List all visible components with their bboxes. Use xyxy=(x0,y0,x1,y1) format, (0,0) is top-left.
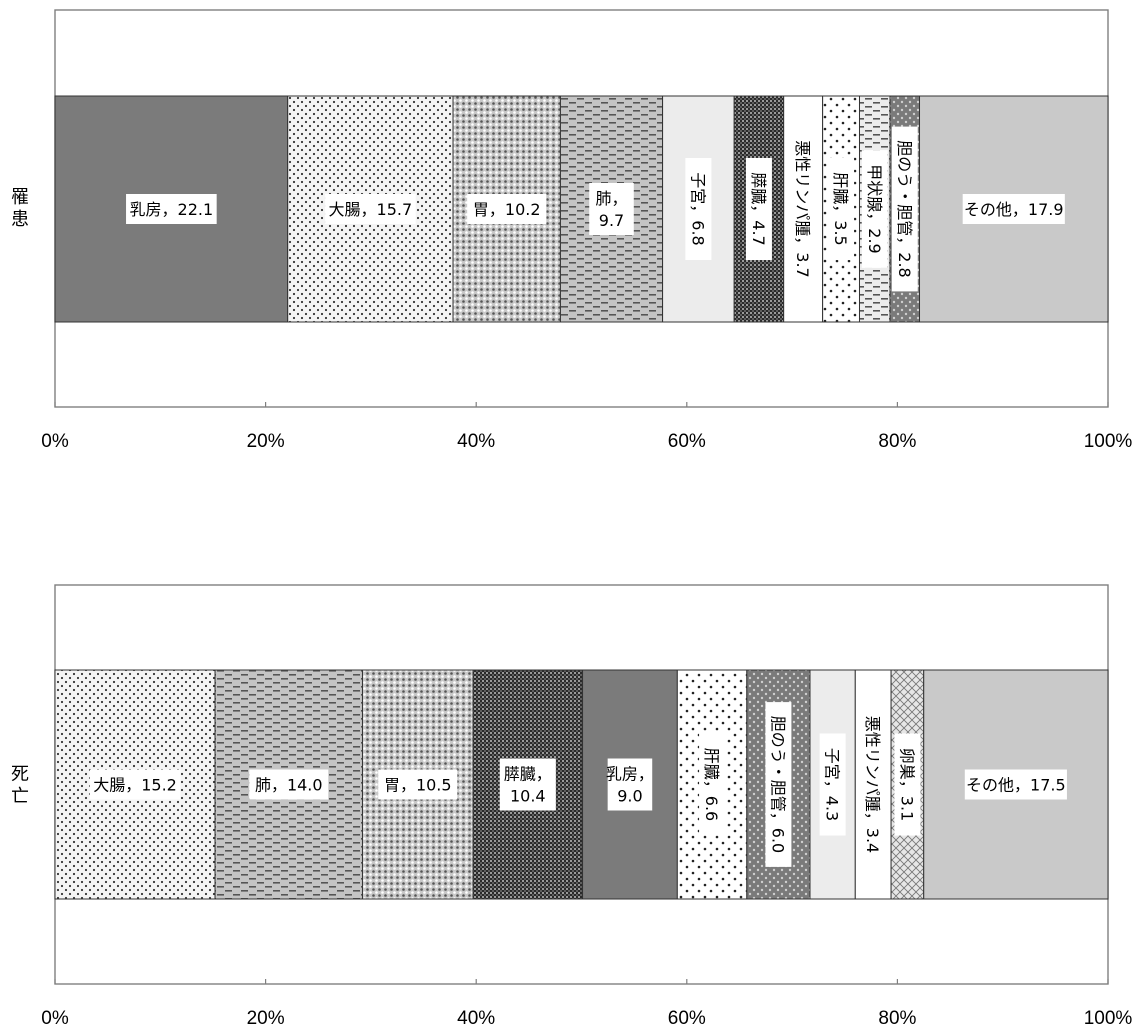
data-label: 悪性リンパ腫，3.7 xyxy=(790,126,817,292)
segment-その他: その他，17.5 xyxy=(923,669,1109,900)
svg-text:悪性リンパ腫，3.4: 悪性リンパ腫，3.4 xyxy=(863,716,882,853)
segment-胆のう・胆管: 胆のう・胆管，2.8 xyxy=(889,95,921,323)
data-label: 膵臓， 10.4 xyxy=(499,758,556,811)
svg-text:胃，10.5: 胃，10.5 xyxy=(384,776,452,795)
data-label: 大腸，15.2 xyxy=(89,769,181,800)
segment-甲状腺: 甲状腺，2.9 xyxy=(858,95,891,323)
svg-text:膵臓，4.7: 膵臓，4.7 xyxy=(749,172,768,245)
segment-その他: その他，17.9 xyxy=(919,95,1109,323)
data-label: 乳房，22.1 xyxy=(126,194,217,224)
data-label: 胆のう・胆管，6.0 xyxy=(765,702,792,867)
chart-panel-1: 罹患 乳房，22.1 大腸，15.7 胃，10.2 肺， 9.7 子宮，6.8 膵臓，4.7 悪… xyxy=(11,9,1133,452)
svg-text:その他，17.9: その他，17.9 xyxy=(964,200,1064,219)
x-tick-label: 80% xyxy=(878,431,916,452)
x-tick-label: 0% xyxy=(41,1008,69,1029)
data-label: 胃，10.2 xyxy=(467,194,547,224)
segment-大腸: 大腸，15.2 xyxy=(54,669,216,900)
segment-胃: 胃，10.5 xyxy=(361,669,474,900)
x-tick-label: 80% xyxy=(878,1008,916,1029)
segment-悪性リンパ腫: 悪性リンパ腫，3.7 xyxy=(783,95,824,323)
data-label: 子宮，6.8 xyxy=(685,157,712,261)
svg-text:子宮，6.8: 子宮，6.8 xyxy=(688,172,707,245)
svg-text:乳房，22.1: 乳房，22.1 xyxy=(130,200,214,219)
svg-text:その他，17.5: その他，17.5 xyxy=(966,776,1066,795)
data-label: 乳房， 9.0 xyxy=(606,758,654,811)
data-label: 胆のう・胆管，2.8 xyxy=(891,126,918,292)
segment-子宮: 子宮，6.8 xyxy=(662,95,735,323)
svg-text:胆のう・胆管，6.0: 胆のう・胆管，6.0 xyxy=(768,716,787,853)
data-label: 膵臓，4.7 xyxy=(745,157,772,261)
x-tick-label: 60% xyxy=(668,1008,706,1029)
data-label: 卵巣，3.1 xyxy=(894,733,921,836)
svg-text:大腸，15.2: 大腸，15.2 xyxy=(93,776,177,795)
segment-肺: 肺， 9.7 xyxy=(559,95,664,323)
data-label: 甲状腺，2.9 xyxy=(861,150,888,268)
x-tick-label: 100% xyxy=(1084,431,1133,452)
data-label: 悪性リンパ腫，3.4 xyxy=(860,702,887,867)
segment-卵巣: 卵巣，3.1 xyxy=(890,669,925,900)
segment-乳房: 乳房， 9.0 xyxy=(582,669,678,900)
svg-text:胃，10.2: 胃，10.2 xyxy=(473,200,541,219)
svg-text:肺，9.7: 肺， 9.7 xyxy=(596,189,628,230)
data-label: 肺，14.0 xyxy=(249,769,329,800)
segment-肺: 肺，14.0 xyxy=(214,669,363,900)
segment-乳房: 乳房，22.1 xyxy=(54,95,289,323)
data-label: その他，17.5 xyxy=(964,769,1067,800)
segment-子宮: 子宮，4.3 xyxy=(809,669,856,900)
svg-text:胆のう・胆管，2.8: 胆のう・胆管，2.8 xyxy=(895,140,914,277)
svg-text:肝臓，6.6: 肝臓，6.6 xyxy=(702,748,721,821)
segment-膵臓: 膵臓， 10.4 xyxy=(472,669,584,900)
data-label: 肝臓，3.5 xyxy=(828,157,855,261)
segment-膵臓: 膵臓，4.7 xyxy=(733,95,785,323)
bar-segment xyxy=(559,95,664,323)
x-tick-label: 0% xyxy=(41,431,69,452)
data-label: 肺， 9.7 xyxy=(589,183,634,235)
segment-肝臓: 肝臓，3.5 xyxy=(822,95,860,323)
segment-肝臓: 肝臓，6.6 xyxy=(676,669,748,900)
x-tick-label: 20% xyxy=(247,1008,285,1029)
data-label: 子宮，4.3 xyxy=(819,733,846,836)
data-label: 胃，10.5 xyxy=(378,769,458,800)
data-label: 大腸，15.7 xyxy=(325,194,416,224)
category-label: 死亡 xyxy=(11,764,29,807)
x-tick-label: 40% xyxy=(457,1008,495,1029)
svg-text:肝臓，3.5: 肝臓，3.5 xyxy=(831,172,850,245)
x-tick-label: 60% xyxy=(668,431,706,452)
segment-大腸: 大腸，15.7 xyxy=(287,95,454,323)
svg-text:乳房，9.0: 乳房， 9.0 xyxy=(606,765,654,806)
svg-text:卵巣，3.1: 卵巣，3.1 xyxy=(897,748,916,821)
x-tick-label: 40% xyxy=(457,431,495,452)
svg-text:子宮，4.3: 子宮，4.3 xyxy=(823,748,842,821)
segment-胃: 胃，10.2 xyxy=(452,95,561,323)
category-label: 罹患 xyxy=(11,187,29,230)
svg-text:膵臓，10.4: 膵臓， 10.4 xyxy=(504,765,552,806)
data-label: その他，17.9 xyxy=(962,194,1065,224)
segment-悪性リンパ腫: 悪性リンパ腫，3.4 xyxy=(854,669,892,900)
svg-text:悪性リンパ腫，3.7: 悪性リンパ腫，3.7 xyxy=(793,140,812,277)
x-tick-label: 100% xyxy=(1084,1008,1133,1029)
segment-胆のう・胆管: 胆のう・胆管，6.0 xyxy=(746,669,811,900)
data-label: 肝臓，6.6 xyxy=(699,733,726,836)
svg-text:大腸，15.7: 大腸，15.7 xyxy=(329,200,413,219)
x-tick-label: 20% xyxy=(247,431,285,452)
chart-panel-2: 死亡 大腸，15.2 肺，14.0 胃，10.5 膵臓， 10.4 乳房， 9.0 肝臓，6.6… xyxy=(11,584,1133,1029)
svg-text:甲状腺，2.9: 甲状腺，2.9 xyxy=(865,164,884,253)
svg-text:肺，14.0: 肺，14.0 xyxy=(255,776,323,795)
